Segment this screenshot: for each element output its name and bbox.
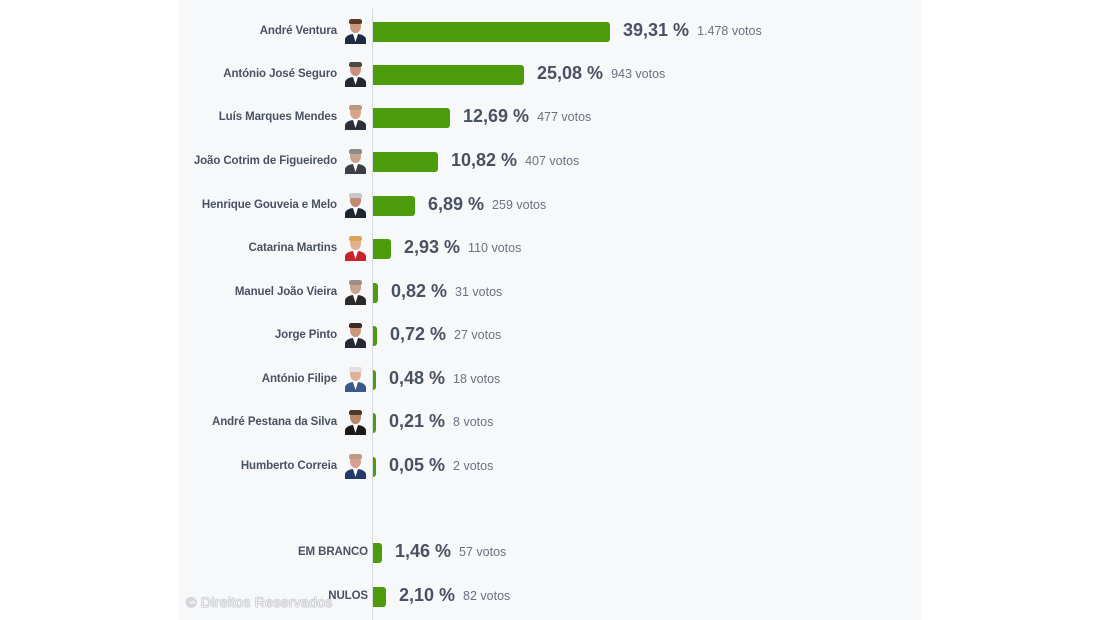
candidate-row: Luís Marques Mendes 12,69 % 477 votos bbox=[0, 103, 1100, 133]
result-bar bbox=[373, 22, 610, 42]
result-bar bbox=[373, 326, 377, 346]
candidate-name: Manuel João Vieira bbox=[234, 286, 337, 298]
vote-count: 259 votos bbox=[492, 198, 547, 212]
vote-count: 477 votos bbox=[537, 110, 592, 124]
candidate-name: Henrique Gouveia e Melo bbox=[201, 199, 337, 211]
percentage-label: 0,05 % 2 votos bbox=[389, 455, 493, 476]
percentage-value: 12,69 % bbox=[463, 106, 530, 126]
percentage-value: 6,89 % bbox=[428, 194, 485, 214]
candidate-row: André Pestana da Silva 0,21 % 8 votos bbox=[0, 408, 1100, 438]
percentage-value: 2,93 % bbox=[404, 237, 461, 257]
candidate-row: Jorge Pinto 0,72 % 27 votos bbox=[0, 321, 1100, 351]
ballot-type-label: NULOS bbox=[328, 590, 368, 602]
result-bar bbox=[373, 65, 524, 85]
candidate-photo-icon bbox=[344, 280, 367, 305]
candidate-photo-icon bbox=[344, 193, 367, 218]
percentage-label: 0,48 % 18 votos bbox=[389, 368, 500, 389]
candidate-row: Manuel João Vieira 0,82 % 31 votos bbox=[0, 278, 1100, 308]
candidate-photo-icon bbox=[344, 410, 367, 435]
chart-axis-line bbox=[372, 8, 373, 620]
result-bar bbox=[373, 587, 386, 607]
percentage-value: 2,10 % bbox=[399, 585, 456, 605]
candidate-photo-icon bbox=[344, 236, 367, 261]
percentage-value: 10,82 % bbox=[451, 150, 518, 170]
candidate-name: Humberto Correia bbox=[240, 460, 337, 472]
results-panel bbox=[179, 0, 921, 620]
result-bar bbox=[373, 152, 438, 172]
percentage-label: 0,72 % 27 votos bbox=[390, 324, 501, 345]
percentage-value: 25,08 % bbox=[537, 63, 604, 83]
candidate-name: Jorge Pinto bbox=[274, 329, 337, 341]
vote-count: 27 votos bbox=[454, 328, 502, 342]
vote-count: 57 votos bbox=[459, 545, 507, 559]
percentage-label: 12,69 % 477 votos bbox=[463, 106, 591, 127]
vote-count: 2 votos bbox=[453, 459, 494, 473]
candidate-row: João Cotrim de Figueiredo 10,82 % 407 voto… bbox=[0, 147, 1100, 177]
copyright-watermark: © Direitos Reservados bbox=[186, 594, 333, 610]
candidate-photo-icon bbox=[344, 454, 367, 479]
ballot-type-row: EM BRANCO 1,46 % 57 votos bbox=[0, 538, 1100, 568]
result-bar bbox=[373, 283, 378, 303]
candidate-name: António Filipe bbox=[261, 373, 337, 385]
result-bar bbox=[373, 108, 450, 128]
candidate-row: António José Seguro 25,08 % 943 votos bbox=[0, 60, 1100, 90]
vote-count: 8 votos bbox=[453, 415, 494, 429]
percentage-label: 1,46 % 57 votos bbox=[395, 541, 506, 562]
result-bar bbox=[373, 239, 391, 259]
result-bar bbox=[373, 543, 382, 563]
percentage-value: 39,31 % bbox=[623, 20, 690, 40]
ballot-type-row: NULOS 2,10 % 82 votos bbox=[0, 582, 1100, 612]
percentage-label: 39,31 % 1.478 votos bbox=[623, 20, 762, 41]
vote-count: 31 votos bbox=[455, 285, 503, 299]
vote-count: 110 votos bbox=[468, 241, 522, 255]
vote-count: 18 votos bbox=[453, 372, 501, 386]
percentage-value: 1,46 % bbox=[395, 541, 452, 561]
candidate-row: Henrique Gouveia e Melo 6,89 % 259 votos bbox=[0, 191, 1100, 221]
candidate-row: Catarina Martins 2,93 % 110 votos bbox=[0, 234, 1100, 264]
vote-count: 82 votos bbox=[463, 589, 511, 603]
candidate-name: Catarina Martins bbox=[248, 242, 337, 254]
percentage-label: 0,21 % 8 votos bbox=[389, 411, 493, 432]
vote-count: 407 votos bbox=[525, 154, 580, 168]
result-bar bbox=[373, 413, 376, 433]
percentage-label: 0,82 % 31 votos bbox=[391, 281, 502, 302]
candidate-row: Humberto Correia 0,05 % 2 votos bbox=[0, 452, 1100, 482]
candidate-name: João Cotrim de Figueiredo bbox=[193, 155, 337, 167]
result-bar bbox=[373, 370, 376, 390]
candidate-name: André Ventura bbox=[259, 25, 337, 37]
percentage-label: 25,08 % 943 votos bbox=[537, 63, 665, 84]
result-bar bbox=[373, 457, 376, 477]
percentage-label: 2,93 % 110 votos bbox=[404, 237, 521, 258]
percentage-label: 10,82 % 407 votos bbox=[451, 150, 579, 171]
candidate-name: Luís Marques Mendes bbox=[218, 111, 337, 123]
candidate-row: António Filipe 0,48 % 18 votos bbox=[0, 365, 1100, 395]
percentage-value: 0,21 % bbox=[389, 411, 446, 431]
candidate-row: André Ventura 39,31 % 1.478 votos bbox=[0, 17, 1100, 47]
candidate-photo-icon bbox=[344, 19, 367, 44]
percentage-value: 0,82 % bbox=[391, 281, 448, 301]
result-bar bbox=[373, 196, 415, 216]
candidate-photo-icon bbox=[344, 323, 367, 348]
candidate-photo-icon bbox=[344, 367, 367, 392]
candidate-photo-icon bbox=[344, 105, 367, 130]
vote-count: 943 votos bbox=[611, 67, 666, 81]
ballot-type-label: EM BRANCO bbox=[297, 546, 368, 558]
percentage-label: 6,89 % 259 votos bbox=[428, 194, 546, 215]
candidate-name: António José Seguro bbox=[223, 68, 337, 80]
candidate-name: André Pestana da Silva bbox=[212, 416, 337, 428]
candidate-photo-icon bbox=[344, 62, 367, 87]
percentage-label: 2,10 % 82 votos bbox=[399, 585, 510, 606]
percentage-value: 0,72 % bbox=[390, 324, 447, 344]
percentage-value: 0,05 % bbox=[389, 455, 446, 475]
candidate-photo-icon bbox=[344, 149, 367, 174]
vote-count: 1.478 votos bbox=[697, 24, 762, 38]
percentage-value: 0,48 % bbox=[389, 368, 446, 388]
